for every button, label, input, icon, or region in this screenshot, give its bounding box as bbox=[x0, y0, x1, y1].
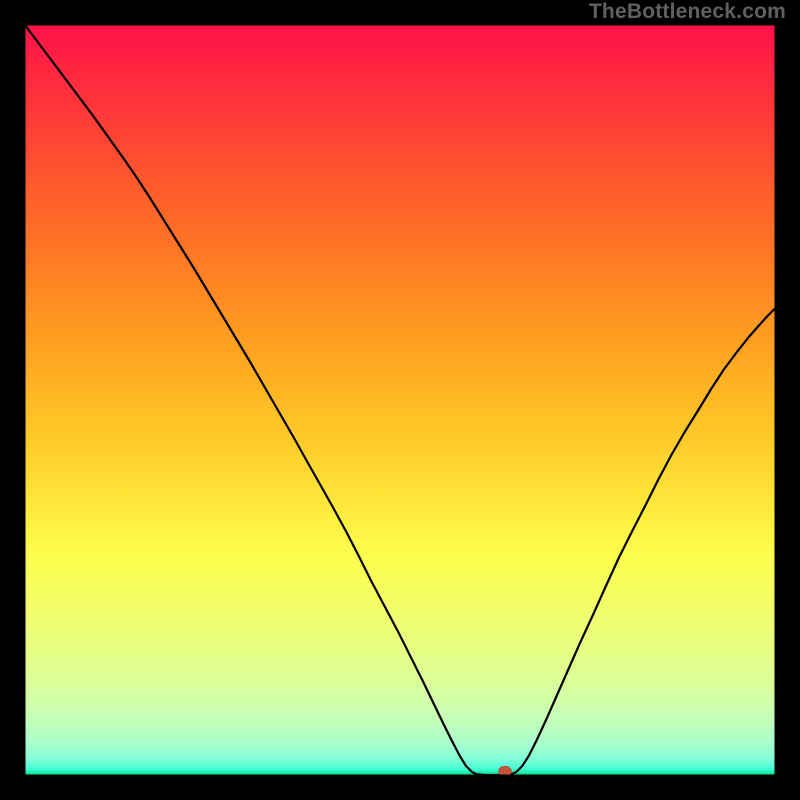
gradient-background bbox=[25, 25, 775, 775]
watermark-label: TheBottleneck.com bbox=[589, 0, 786, 24]
chart-frame: TheBottleneck.com bbox=[0, 0, 800, 800]
bottleneck-chart bbox=[0, 0, 800, 800]
